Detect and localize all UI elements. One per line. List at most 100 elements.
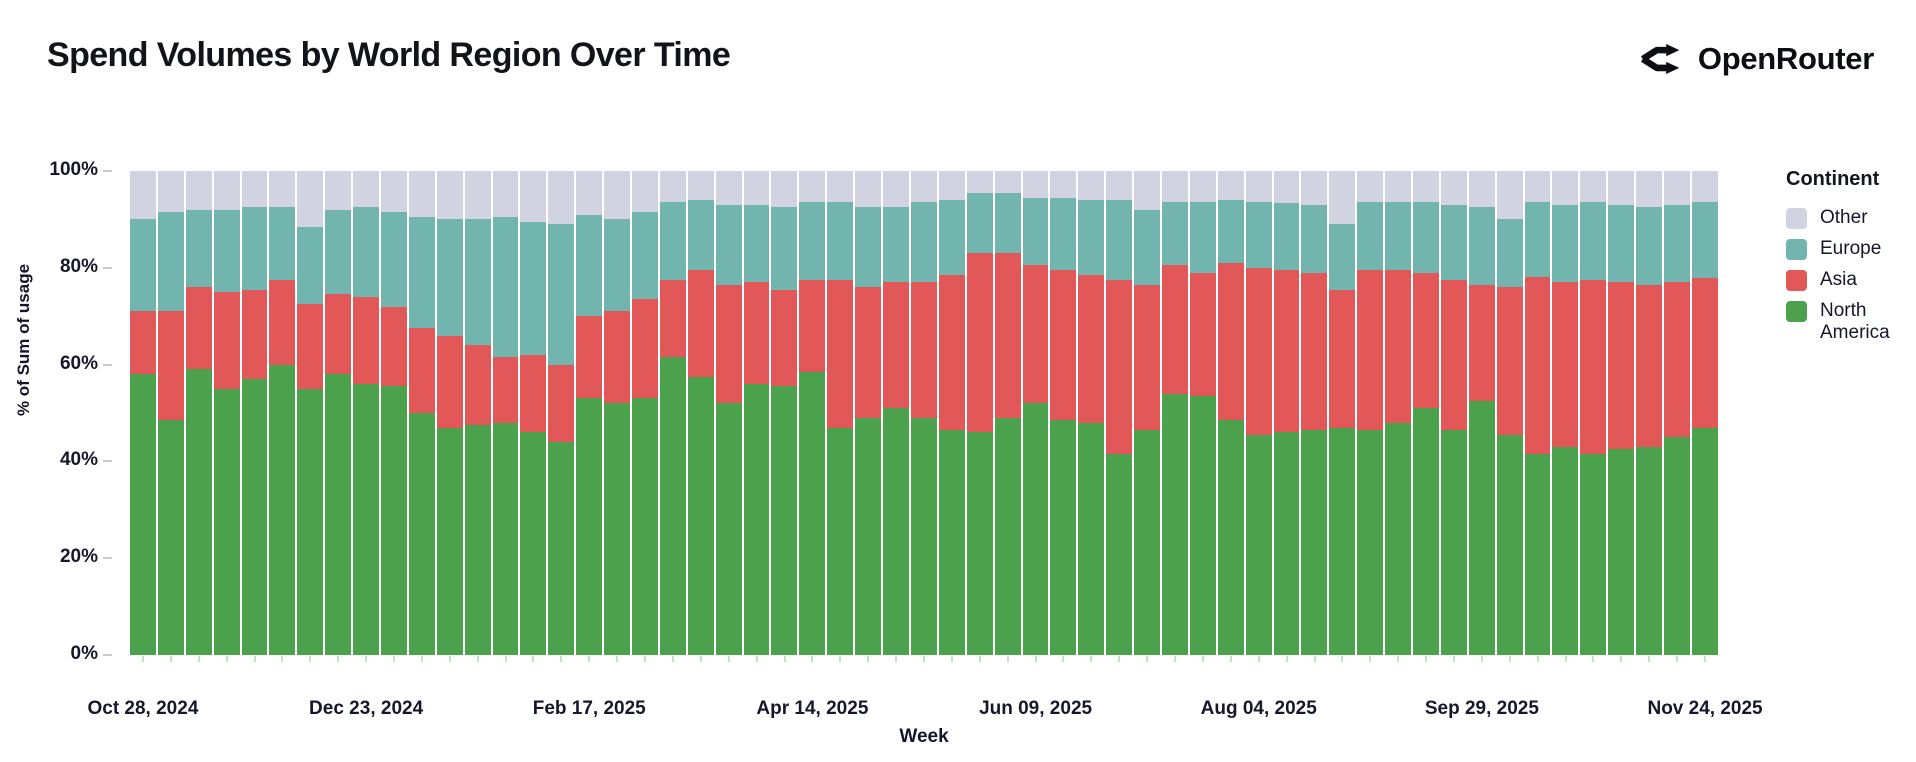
bar-segment-europe[interactable] xyxy=(771,207,798,290)
bar-segment-europe[interactable] xyxy=(715,204,742,285)
bar-segment-asia[interactable] xyxy=(576,316,603,399)
bar-segment-other[interactable] xyxy=(353,171,380,208)
bar-segment-europe[interactable] xyxy=(659,202,686,280)
bar[interactable] xyxy=(855,171,882,655)
bar[interactable] xyxy=(1301,171,1328,655)
bar-segment-europe[interactable] xyxy=(1134,209,1160,285)
bar[interactable] xyxy=(1106,171,1133,655)
bar-segment-europe[interactable] xyxy=(1385,202,1411,271)
bar-segment-north-america[interactable] xyxy=(743,383,770,655)
bar[interactable] xyxy=(1385,171,1411,655)
bar-segment-asia[interactable] xyxy=(659,279,686,358)
bar-segment-europe[interactable] xyxy=(743,204,770,283)
bar-segment-europe[interactable] xyxy=(1663,204,1690,283)
bar-segment-north-america[interactable] xyxy=(325,374,352,655)
bar-segment-north-america[interactable] xyxy=(1273,432,1300,655)
bar-segment-europe[interactable] xyxy=(548,224,575,365)
bar[interactable] xyxy=(883,171,909,655)
bar-segment-other[interactable] xyxy=(1636,171,1662,208)
bar-segment-other[interactable] xyxy=(241,171,268,208)
bar-segment-other[interactable] xyxy=(185,171,212,210)
bar[interactable] xyxy=(1663,171,1690,655)
bar-segment-europe[interactable] xyxy=(464,219,491,346)
legend-item-asia[interactable]: Asia xyxy=(1786,269,1912,291)
bar-segment-asia[interactable] xyxy=(213,292,240,389)
bar-segment-north-america[interactable] xyxy=(492,422,519,655)
bar-segment-north-america[interactable] xyxy=(1412,408,1439,655)
bar-segment-other[interactable] xyxy=(827,171,854,203)
bar-segment-asia[interactable] xyxy=(1329,289,1356,428)
bar[interactable] xyxy=(632,171,658,655)
bar-segment-europe[interactable] xyxy=(604,219,631,312)
bar-segment-other[interactable] xyxy=(576,171,603,215)
bar-segment-europe[interactable] xyxy=(827,202,854,280)
bar-segment-other[interactable] xyxy=(1385,171,1411,203)
bar-segment-asia[interactable] xyxy=(910,282,937,418)
bar-segment-asia[interactable] xyxy=(827,279,854,428)
bar-segment-asia[interactable] xyxy=(966,253,993,433)
bar-segment-north-america[interactable] xyxy=(1468,400,1495,655)
bar[interactable] xyxy=(1636,171,1662,655)
bar[interactable] xyxy=(492,171,519,655)
bar-segment-other[interactable] xyxy=(910,171,937,203)
bar-segment-asia[interactable] xyxy=(743,282,770,384)
bar-segment-other[interactable] xyxy=(157,171,184,213)
bar-segment-asia[interactable] xyxy=(883,282,909,409)
bar-segment-europe[interactable] xyxy=(799,202,826,280)
bar-segment-other[interactable] xyxy=(492,171,519,217)
bar[interactable] xyxy=(1357,171,1384,655)
bar-segment-north-america[interactable] xyxy=(827,427,854,655)
bar[interactable] xyxy=(1245,171,1272,655)
bar[interactable] xyxy=(1217,171,1244,655)
bar-segment-other[interactable] xyxy=(799,171,826,203)
bar-segment-other[interactable] xyxy=(1273,171,1300,203)
bar[interactable] xyxy=(659,171,686,655)
bar-segment-other[interactable] xyxy=(938,171,965,201)
bar-segment-europe[interactable] xyxy=(1273,202,1300,271)
bar-segment-asia[interactable] xyxy=(1580,279,1607,455)
bar[interactable] xyxy=(966,171,993,655)
bar-segment-asia[interactable] xyxy=(994,253,1021,418)
bar-segment-north-america[interactable] xyxy=(1189,396,1216,655)
bar-segment-europe[interactable] xyxy=(855,207,882,288)
bar[interactable] xyxy=(213,171,240,655)
bar-segment-asia[interactable] xyxy=(1552,282,1579,447)
bar[interactable] xyxy=(1273,171,1300,655)
bar-segment-europe[interactable] xyxy=(883,207,909,283)
bar-segment-north-america[interactable] xyxy=(353,383,380,655)
bar[interactable] xyxy=(185,171,212,655)
bar-segment-north-america[interactable] xyxy=(604,403,631,655)
bar[interactable] xyxy=(520,171,547,655)
bar-segment-europe[interactable] xyxy=(408,217,435,329)
bar-segment-other[interactable] xyxy=(1580,171,1607,203)
bar-segment-europe[interactable] xyxy=(157,212,184,312)
bar-segment-asia[interactable] xyxy=(269,279,296,365)
bar-segment-asia[interactable] xyxy=(464,345,491,426)
bar-segment-north-america[interactable] xyxy=(1022,403,1049,655)
bar-segment-north-america[interactable] xyxy=(910,417,937,655)
bar-segment-north-america[interactable] xyxy=(1329,427,1356,655)
bar-segment-north-america[interactable] xyxy=(715,403,742,655)
bar-segment-other[interactable] xyxy=(743,171,770,205)
bar-segment-other[interactable] xyxy=(771,171,798,208)
bar[interactable] xyxy=(157,171,184,655)
bar-segment-north-america[interactable] xyxy=(1301,429,1328,655)
bar-segment-europe[interactable] xyxy=(1161,202,1188,266)
bar-segment-asia[interactable] xyxy=(1217,262,1244,421)
bar-segment-europe[interactable] xyxy=(1022,197,1049,266)
bar-segment-other[interactable] xyxy=(1022,171,1049,198)
bar-segment-north-america[interactable] xyxy=(1663,437,1690,655)
bar-segment-north-america[interactable] xyxy=(1134,429,1160,655)
bar-segment-other[interactable] xyxy=(436,171,463,220)
bar-segment-north-america[interactable] xyxy=(1385,422,1411,655)
bar[interactable] xyxy=(1189,171,1216,655)
bar-segment-other[interactable] xyxy=(1245,171,1272,203)
bar-segment-north-america[interactable] xyxy=(1691,427,1718,655)
bar-segment-other[interactable] xyxy=(604,171,631,220)
bar-segment-asia[interactable] xyxy=(185,287,212,370)
bar-segment-north-america[interactable] xyxy=(1357,429,1384,655)
bar-segment-other[interactable] xyxy=(1608,171,1635,205)
bar[interactable] xyxy=(1134,171,1160,655)
bar-segment-other[interactable] xyxy=(1552,171,1579,205)
bar-segment-north-america[interactable] xyxy=(883,408,909,655)
